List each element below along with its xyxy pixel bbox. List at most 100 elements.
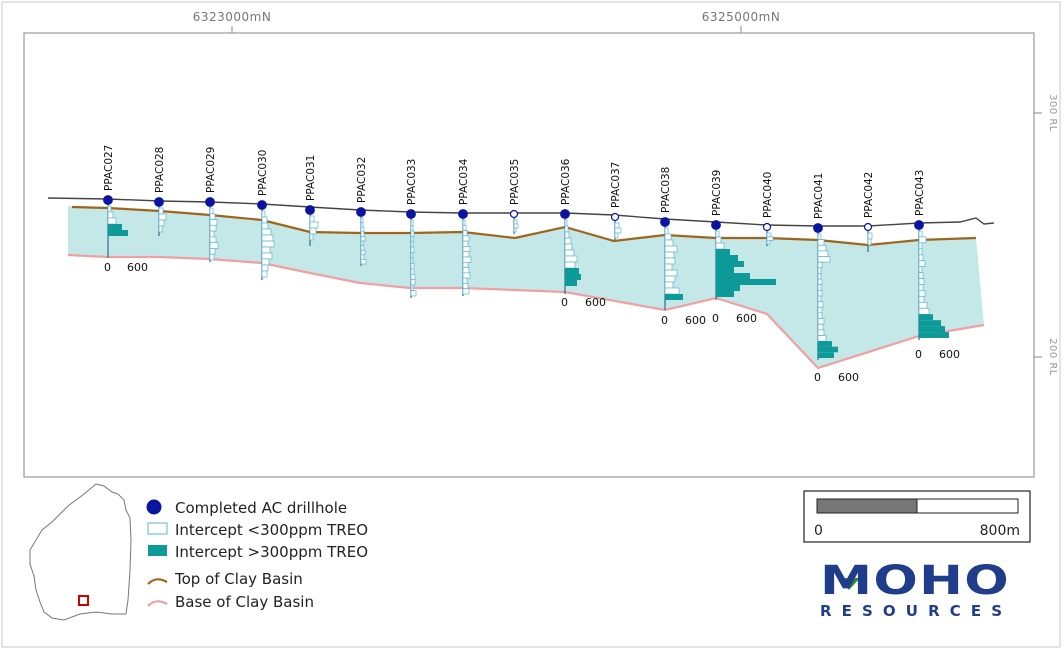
intercept-bar-high xyxy=(565,268,579,274)
drillhole-ppac027: PPAC027 xyxy=(103,145,128,258)
drillhole-label: PPAC031 xyxy=(305,155,317,201)
drillhole-collar xyxy=(458,209,468,219)
scale-600-027: 600 xyxy=(127,261,148,274)
intercept-bar-low xyxy=(664,269,678,277)
intercept-bar-low xyxy=(817,290,823,297)
intercept-bar-low xyxy=(614,222,620,229)
intercept-bar-low xyxy=(564,261,576,269)
drillhole-collar xyxy=(154,197,164,207)
intercept-bar-low xyxy=(614,232,619,239)
intercept-bar-low xyxy=(158,225,163,233)
intercept-bar-low xyxy=(564,255,578,263)
intercept-bar-low xyxy=(209,253,215,261)
drillhole-collar xyxy=(205,197,215,207)
intercept-bar-low xyxy=(410,225,414,232)
scale-600-036: 600 xyxy=(585,296,606,309)
intercept-bar-low xyxy=(918,266,923,273)
drillhole-ppac037: PPAC037 xyxy=(610,162,622,240)
intercept-bar-low xyxy=(664,257,676,265)
intercept-bar-low xyxy=(462,261,469,268)
intercept-bar-low xyxy=(360,254,365,260)
intercept-bar-low xyxy=(261,264,269,272)
intercept-bar-low xyxy=(410,279,416,286)
drillhole-collar xyxy=(257,200,267,210)
legend-completed-label: Completed AC drillhole xyxy=(175,499,347,517)
intercept-bar-low xyxy=(410,230,415,237)
intercept-bar-low xyxy=(410,252,414,259)
drillhole-label: PPAC036 xyxy=(560,158,572,205)
drillhole-label: PPAC027 xyxy=(103,145,115,191)
logo-mountain-mark xyxy=(838,578,860,590)
drillhole-label: PPAC029 xyxy=(205,147,217,193)
intercept-bar-low xyxy=(918,290,926,297)
drillhole-label: PPAC032 xyxy=(356,157,368,203)
intercept-bar-low xyxy=(867,232,873,240)
intercept-bar-low xyxy=(209,236,217,244)
intercept-bar-low xyxy=(209,248,216,255)
scale-zero-043: 0 xyxy=(915,348,922,361)
intercept-bar-low xyxy=(817,278,823,286)
intercept-bar-low xyxy=(817,295,822,302)
drillhole-collar xyxy=(914,220,924,230)
intercept-bar-low xyxy=(261,210,266,218)
intercept-bar-high xyxy=(108,224,122,230)
intercept-bar-low xyxy=(564,243,573,251)
intercept-bar-low xyxy=(918,254,924,262)
intercept-bar-low xyxy=(107,217,117,225)
intercept-bar-low xyxy=(867,238,872,246)
intercept-bar-low xyxy=(410,268,415,275)
intercept-bar-low xyxy=(918,242,923,250)
intercept-bar-low xyxy=(564,249,575,257)
histogram-scales: 0 600 0 600 0 600 0 600 0 600 0 600 xyxy=(104,261,960,384)
intercept-bar-low xyxy=(462,246,471,253)
northing-axis: 6323000mN 6325000mN xyxy=(193,10,780,33)
intercept-bar-low xyxy=(360,236,366,242)
drillhole-ppac030: PPAC030 xyxy=(257,150,275,280)
intercept-bar-low xyxy=(209,230,215,238)
intercept-bar-low xyxy=(564,231,570,239)
scale-bar: 0 800m xyxy=(803,490,1031,543)
intercept-bar-low xyxy=(309,221,319,229)
intercept-bar-low xyxy=(410,246,415,253)
legend-top-clay-symbol xyxy=(147,578,168,585)
logo-subtitle: RESOURCES xyxy=(820,602,1010,620)
intercept-bar-low xyxy=(309,233,314,241)
intercept-bar-low xyxy=(664,251,675,259)
intercept-bar-low xyxy=(817,301,824,308)
intercept-bar-low xyxy=(107,205,112,213)
intercept-bar-low xyxy=(513,227,517,233)
intercept-bar-low xyxy=(261,234,274,242)
intercept-bar-low xyxy=(360,222,364,228)
intercept-bar-low xyxy=(410,235,414,243)
drillhole-ppac034: PPAC034 xyxy=(458,158,472,296)
drillhole-ppac029: PPAC029 xyxy=(205,147,219,262)
intercept-bar-high xyxy=(818,352,834,358)
drillhole-label: PPAC037 xyxy=(610,162,622,208)
intercept-bar-low xyxy=(664,245,678,253)
drillhole-label: PPAC039 xyxy=(711,170,723,216)
intercept-bar-low xyxy=(410,263,415,270)
intercept-bar-low xyxy=(817,323,824,331)
drillhole-label: PPAC028 xyxy=(154,147,166,193)
intercept-bar-high xyxy=(919,332,949,338)
intercept-bar-low xyxy=(918,307,930,315)
intercept-bar-low xyxy=(261,216,268,224)
intercept-bar-low xyxy=(817,284,822,291)
intercept-bar-low xyxy=(462,230,468,237)
drillhole-collar xyxy=(356,207,366,217)
intercept-bar-high xyxy=(919,320,941,327)
intercept-bar-high xyxy=(716,249,730,255)
drillhole-ppac040: PPAC040 xyxy=(762,172,774,246)
drillhole-label: PPAC038 xyxy=(660,167,672,213)
intercept-bar-low xyxy=(360,245,365,251)
intercept-bar-low xyxy=(410,273,416,281)
intercept-bar-low xyxy=(817,312,823,319)
intercept-bar-low xyxy=(817,233,822,240)
intercept-bar-low xyxy=(360,231,365,237)
intercept-bar-low xyxy=(715,236,722,244)
intercept-bar-low xyxy=(664,263,673,271)
intercept-bar-high xyxy=(716,255,738,261)
scale-bar-dark-segment xyxy=(816,498,918,514)
drillhole-collar xyxy=(863,222,873,232)
